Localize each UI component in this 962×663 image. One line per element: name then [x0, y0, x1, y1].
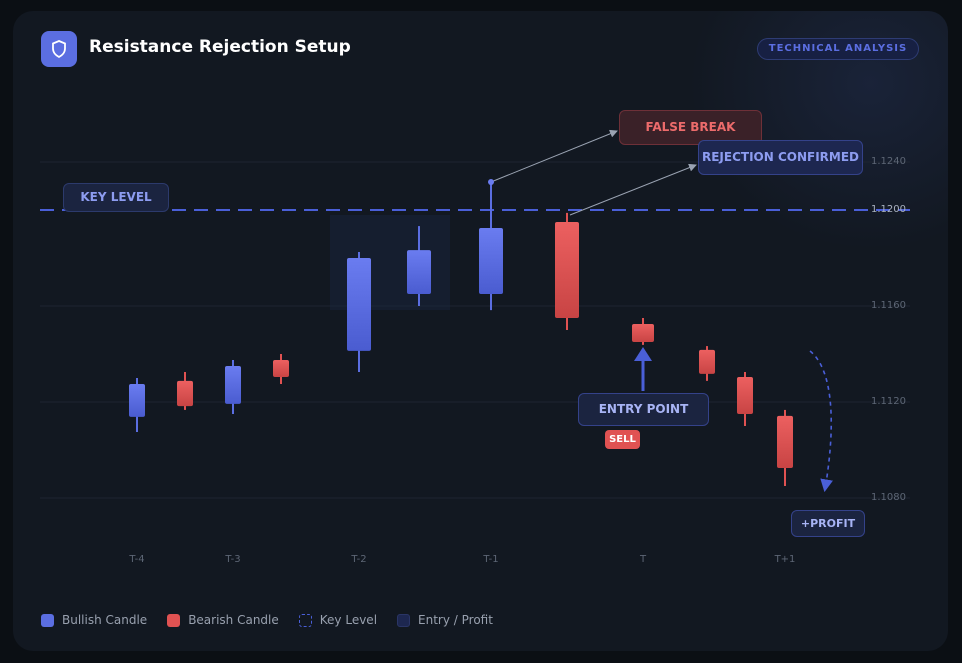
bullish-candle	[347, 258, 371, 351]
price-label: 1.1200	[871, 204, 906, 215]
time-label: T	[639, 554, 647, 565]
legend-label: Bearish Candle	[188, 613, 279, 627]
bearish-candle	[777, 415, 793, 468]
legend-label: Bullish Candle	[62, 613, 148, 627]
entry-point-label: ENTRY POINT	[578, 393, 709, 426]
false-break-connector	[490, 129, 618, 183]
legend-item-bullish: Bullish Candle	[41, 613, 147, 627]
candlestick-chart	[40, 129, 910, 499]
bullish-swatch	[41, 613, 54, 627]
entry-arrow-head	[634, 347, 652, 361]
profit-curve-arrow-icon	[809, 350, 833, 493]
price-label: 1.1120	[871, 396, 906, 407]
false-break-dot	[488, 179, 494, 185]
time-label: T-4	[129, 554, 145, 565]
bullish-candle	[129, 384, 145, 417]
entry-profit-swatch	[397, 613, 411, 627]
chart-card: Resistance Rejection Setup TECHNICAL ANA…	[13, 11, 948, 651]
rejection-confirmed-callout: REJECTION CONFIRMED	[698, 140, 863, 175]
bearish-candle	[273, 360, 289, 378]
bearish-candle	[699, 349, 715, 374]
page-title: Resistance Rejection Setup	[89, 37, 351, 57]
bullish-candle	[407, 250, 431, 294]
bullish-candle	[479, 228, 503, 294]
time-label: T-3	[225, 554, 241, 565]
bearish-candle	[177, 380, 193, 407]
sell-badge: SELL	[605, 430, 640, 449]
price-label: 1.1080	[871, 492, 906, 503]
bullish-candle	[225, 366, 241, 404]
legend-label: Entry / Profit	[418, 613, 493, 627]
legend-label: Key Level	[319, 613, 378, 627]
price-label: 1.1160	[871, 300, 906, 311]
false-break-callout: FALSE BREAK	[619, 110, 762, 145]
candles	[129, 181, 793, 486]
profit-label: +PROFIT	[791, 510, 865, 537]
legend-item-entry-profit: Entry / Profit	[397, 613, 493, 627]
bearish-candle	[632, 324, 654, 342]
shield-icon	[41, 31, 77, 67]
rejection-connector	[569, 163, 697, 216]
bearish-candle	[737, 377, 753, 414]
price-label: 1.1240	[871, 156, 906, 167]
key-level-label: KEY LEVEL	[63, 183, 169, 212]
legend-item-bearish: Bearish Candle	[167, 613, 279, 627]
legend: Bullish Candle Bearish Candle Key Level …	[41, 613, 493, 627]
key-level-swatch	[298, 613, 312, 627]
time-label: T-1	[483, 554, 499, 565]
time-label: T+1	[774, 554, 796, 565]
time-label: T-2	[351, 554, 367, 565]
legend-item-key-level: Key Level	[298, 613, 378, 627]
bearish-candle	[555, 222, 579, 318]
technical-analysis-badge: TECHNICAL ANALYSIS	[757, 38, 919, 60]
bearish-swatch	[167, 613, 181, 627]
